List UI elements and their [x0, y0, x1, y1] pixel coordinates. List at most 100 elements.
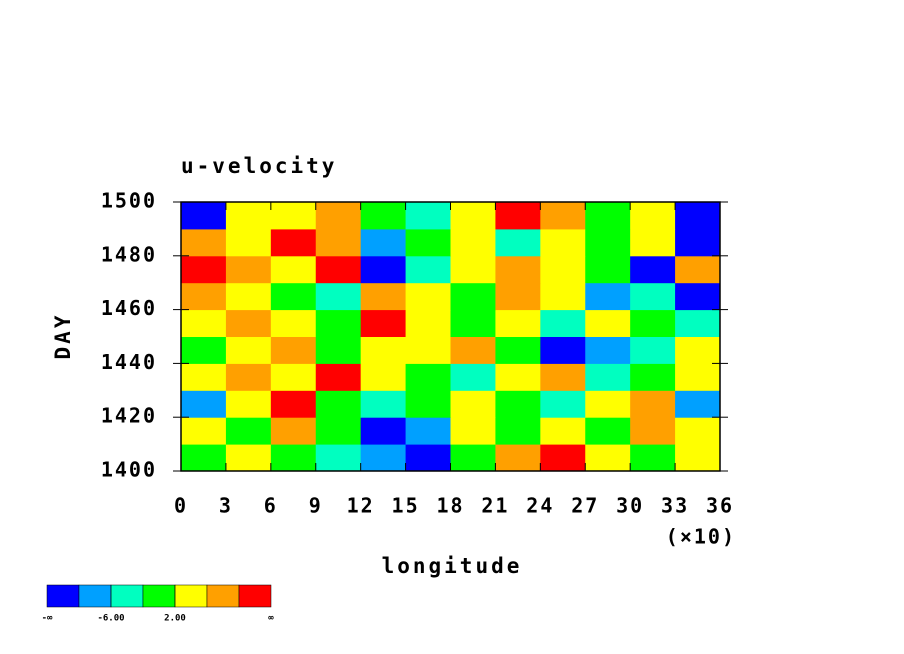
- y-tick-label: 1480: [101, 242, 157, 266]
- x-multiplier: (×10): [666, 525, 736, 549]
- x-tick-label: 6: [264, 494, 278, 518]
- field-cell: [675, 228, 721, 257]
- field-cell: [405, 309, 451, 337]
- field-cell: [540, 255, 586, 284]
- field-cell: [675, 309, 721, 337]
- field-cell: [540, 444, 586, 472]
- field-cell: [450, 390, 496, 418]
- field-cell: [585, 336, 631, 364]
- field-cell: [495, 417, 541, 445]
- field-cell: [405, 228, 451, 257]
- field-cell: [270, 417, 317, 445]
- field-cell: [450, 363, 496, 391]
- field-cell: [450, 282, 496, 311]
- field-cell: [630, 202, 676, 230]
- field-cell: [540, 202, 586, 230]
- field-cell: [675, 444, 721, 472]
- colorbar-box: [46, 584, 80, 608]
- x-tick-label: 0: [174, 494, 188, 518]
- field-cell: [585, 255, 631, 284]
- field-cell: [675, 390, 721, 418]
- field-cell: [181, 282, 227, 311]
- field-cell: [540, 309, 586, 337]
- field-cell: [360, 202, 407, 230]
- field-cell: [585, 228, 631, 257]
- field-cell: [675, 202, 721, 230]
- field-cell: [495, 202, 541, 230]
- field-cell: [585, 417, 631, 445]
- field-cell: [495, 309, 541, 337]
- field-cell: [181, 202, 227, 230]
- y-tick-label: 1400: [101, 458, 157, 482]
- field-cell: [225, 228, 272, 257]
- field-cell: [181, 444, 227, 472]
- x-tick-label: 18: [436, 494, 464, 518]
- x-axis-label: longitude: [382, 554, 523, 578]
- field-cell: [360, 309, 407, 337]
- x-tick-label: 27: [571, 494, 599, 518]
- y-tick-label: 1460: [101, 296, 157, 320]
- colorbar-label: -∞: [42, 614, 53, 624]
- field-cell: [315, 363, 362, 391]
- field-cell: [315, 417, 362, 445]
- x-tick-label: 30: [616, 494, 644, 518]
- field-cell: [630, 336, 676, 364]
- field-cell: [630, 390, 676, 418]
- field-cell: [405, 282, 451, 311]
- field-cell: [450, 444, 496, 472]
- x-tick-label: 9: [309, 494, 323, 518]
- field-cell: [225, 363, 272, 391]
- field-cell: [405, 390, 451, 418]
- y-tick-label: 1440: [101, 350, 157, 374]
- colorbar-box: [238, 584, 272, 608]
- field-cell: [270, 202, 317, 230]
- field-cell: [630, 444, 676, 472]
- field-cell: [450, 255, 496, 284]
- field-cell: [225, 202, 272, 230]
- field-cell: [315, 390, 362, 418]
- field-cell: [315, 282, 362, 311]
- field-cell: [540, 336, 586, 364]
- field-cell: [181, 255, 227, 284]
- field-cell: [630, 417, 676, 445]
- field-cell: [495, 336, 541, 364]
- field-cell: [630, 363, 676, 391]
- field-cell: [315, 309, 362, 337]
- field-cell: [630, 228, 676, 257]
- field-cell: [675, 282, 721, 311]
- field-cell: [405, 336, 451, 364]
- field-cell: [630, 255, 676, 284]
- field-cell: [315, 202, 362, 230]
- colorbar-box: [206, 584, 240, 608]
- field-cell: [181, 363, 227, 391]
- field-cell: [405, 417, 451, 445]
- field-cell: [450, 202, 496, 230]
- x-tick-label: 24: [526, 494, 554, 518]
- field-cell: [495, 255, 541, 284]
- colorbar-label: ∞: [268, 614, 274, 624]
- field-cell: [225, 309, 272, 337]
- field-cell: [540, 282, 586, 311]
- field-cell: [585, 363, 631, 391]
- field-cell: [495, 363, 541, 391]
- field-cell: [181, 417, 227, 445]
- field-cell: [585, 202, 631, 230]
- y-tick-label: 1500: [101, 189, 157, 213]
- field-cell: [585, 282, 631, 311]
- field-cell: [675, 336, 721, 364]
- field-cell: [181, 309, 227, 337]
- field-cell: [360, 336, 407, 364]
- colorbar-box: [142, 584, 176, 608]
- field-cell: [675, 255, 721, 284]
- x-tick-label: 33: [661, 494, 689, 518]
- field-cell: [360, 417, 407, 445]
- field-cell: [450, 417, 496, 445]
- field-cell: [495, 228, 541, 257]
- field-cell: [540, 417, 586, 445]
- field-cell: [360, 255, 407, 284]
- field-cell: [225, 444, 272, 472]
- x-tick-label: 12: [347, 494, 375, 518]
- field-cell: [315, 228, 362, 257]
- field-cell: [675, 417, 721, 445]
